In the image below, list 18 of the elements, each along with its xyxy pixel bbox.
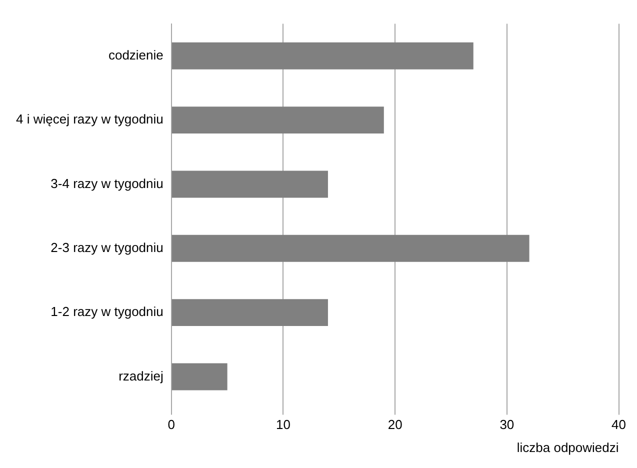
- y-tick-label: 1-2 razy w tygodniu: [50, 304, 164, 320]
- y-tick-label: 4 i więcej razy w tygodniu: [16, 112, 164, 127]
- y-tick-label: 3-4 razy w tygodniu: [50, 176, 164, 191]
- bar: [172, 106, 384, 134]
- bar: [172, 42, 474, 70]
- x-axis-title: liczba odpowiedzi: [516, 440, 619, 455]
- bar: [172, 234, 530, 262]
- y-tick-label: codzienie: [108, 47, 164, 62]
- x-tick-label: 0: [168, 417, 176, 432]
- x-tick-label: 30: [500, 417, 514, 432]
- bar: [172, 363, 228, 390]
- y-tick-label: 2-3 razy w tygodniu: [50, 240, 164, 255]
- y-tick-label: rzadziej: [118, 368, 164, 384]
- bar: [172, 299, 328, 326]
- x-tick-label: 40: [612, 417, 626, 432]
- x-tick-label: 10: [276, 417, 290, 432]
- x-tick-label: 20: [388, 417, 402, 432]
- bar: [172, 170, 328, 198]
